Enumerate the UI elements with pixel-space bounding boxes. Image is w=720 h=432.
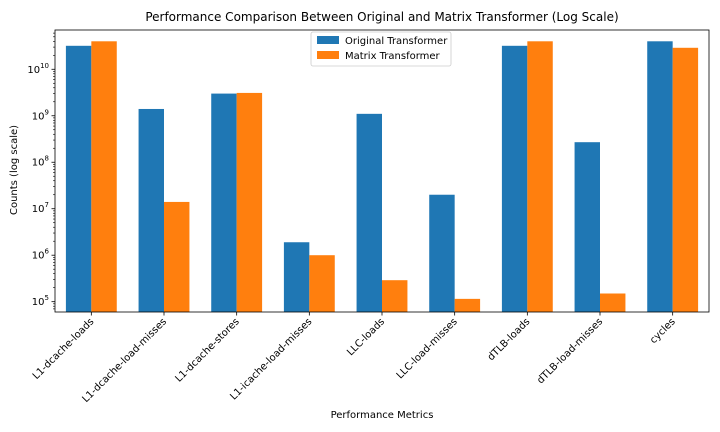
bar-original-cycles xyxy=(647,41,673,312)
bar-matrix-cycles xyxy=(672,47,699,312)
bar-matrix-llc-load-misses xyxy=(454,298,481,312)
x-tick-label: LLC-loads xyxy=(345,316,387,358)
y-tick-exponent: 7 xyxy=(45,201,49,209)
y-tick-label: 108 xyxy=(32,155,49,169)
legend-swatch xyxy=(317,51,339,59)
bar-original-llc-loads xyxy=(356,113,382,312)
x-tick-label: cycles xyxy=(648,316,678,346)
chart-title: Performance Comparison Between Original … xyxy=(145,10,618,24)
bar-original-l1-dcache-loads xyxy=(65,45,92,313)
x-tick-label: LLC-load-misses xyxy=(395,316,460,381)
bar-original-l1-dcache-load-misses xyxy=(138,108,164,312)
legend: Original Transformer Matrix Transformer xyxy=(310,31,452,67)
bar-original-dtlb-loads xyxy=(501,45,528,313)
bar-original-l1-dcache-stores xyxy=(211,93,237,312)
y-tick-label: 109 xyxy=(32,108,49,122)
legend-box xyxy=(310,31,452,67)
y-tick-exponent: 10 xyxy=(40,62,49,70)
x-tick-label: L1-icache-load-misses xyxy=(228,316,314,402)
bar-matrix-l1-dcache-load-misses xyxy=(164,201,190,312)
x-axis-title: Performance Metrics xyxy=(331,410,434,421)
y-tick-label: 105 xyxy=(32,294,49,308)
y-tick-exponent: 5 xyxy=(45,294,49,302)
bar-matrix-dtlb-loads xyxy=(527,41,553,312)
bar-matrix-l1-icache-load-misses xyxy=(309,255,335,312)
bar-original-dtlb-load-misses xyxy=(574,142,600,312)
legend-label: Matrix Transformer xyxy=(345,51,441,62)
bar-matrix-dtlb-load-misses xyxy=(600,293,626,312)
y-tick-exponent: 8 xyxy=(45,155,49,163)
x-tick-label: dTLB-load-misses xyxy=(535,316,605,386)
plot-area xyxy=(54,29,710,313)
x-tick-label: L1-dcache-load-misses xyxy=(80,316,169,405)
bar-matrix-llc-loads xyxy=(382,280,408,312)
y-tick-label: 107 xyxy=(32,201,49,215)
legend-swatch xyxy=(317,36,339,44)
bar-original-l1-icache-load-misses xyxy=(283,242,310,312)
y-tick-label: 1010 xyxy=(27,62,49,76)
bar-matrix-l1-dcache-loads xyxy=(91,41,117,312)
x-tick-label: dTLB-loads xyxy=(486,316,533,363)
y-axis-title: Counts (log scale) xyxy=(9,125,20,215)
x-tick-label: L1-dcache-loads xyxy=(31,316,97,382)
y-tick-exponent: 9 xyxy=(45,108,49,116)
legend-label: Original Transformer xyxy=(345,36,448,47)
bar-original-llc-load-misses xyxy=(429,194,455,312)
y-tick-exponent: 6 xyxy=(45,248,50,256)
bar-matrix-l1-dcache-stores xyxy=(236,92,263,312)
x-tick-label: L1-dcache-stores xyxy=(173,316,241,384)
y-tick-label: 106 xyxy=(32,248,50,262)
